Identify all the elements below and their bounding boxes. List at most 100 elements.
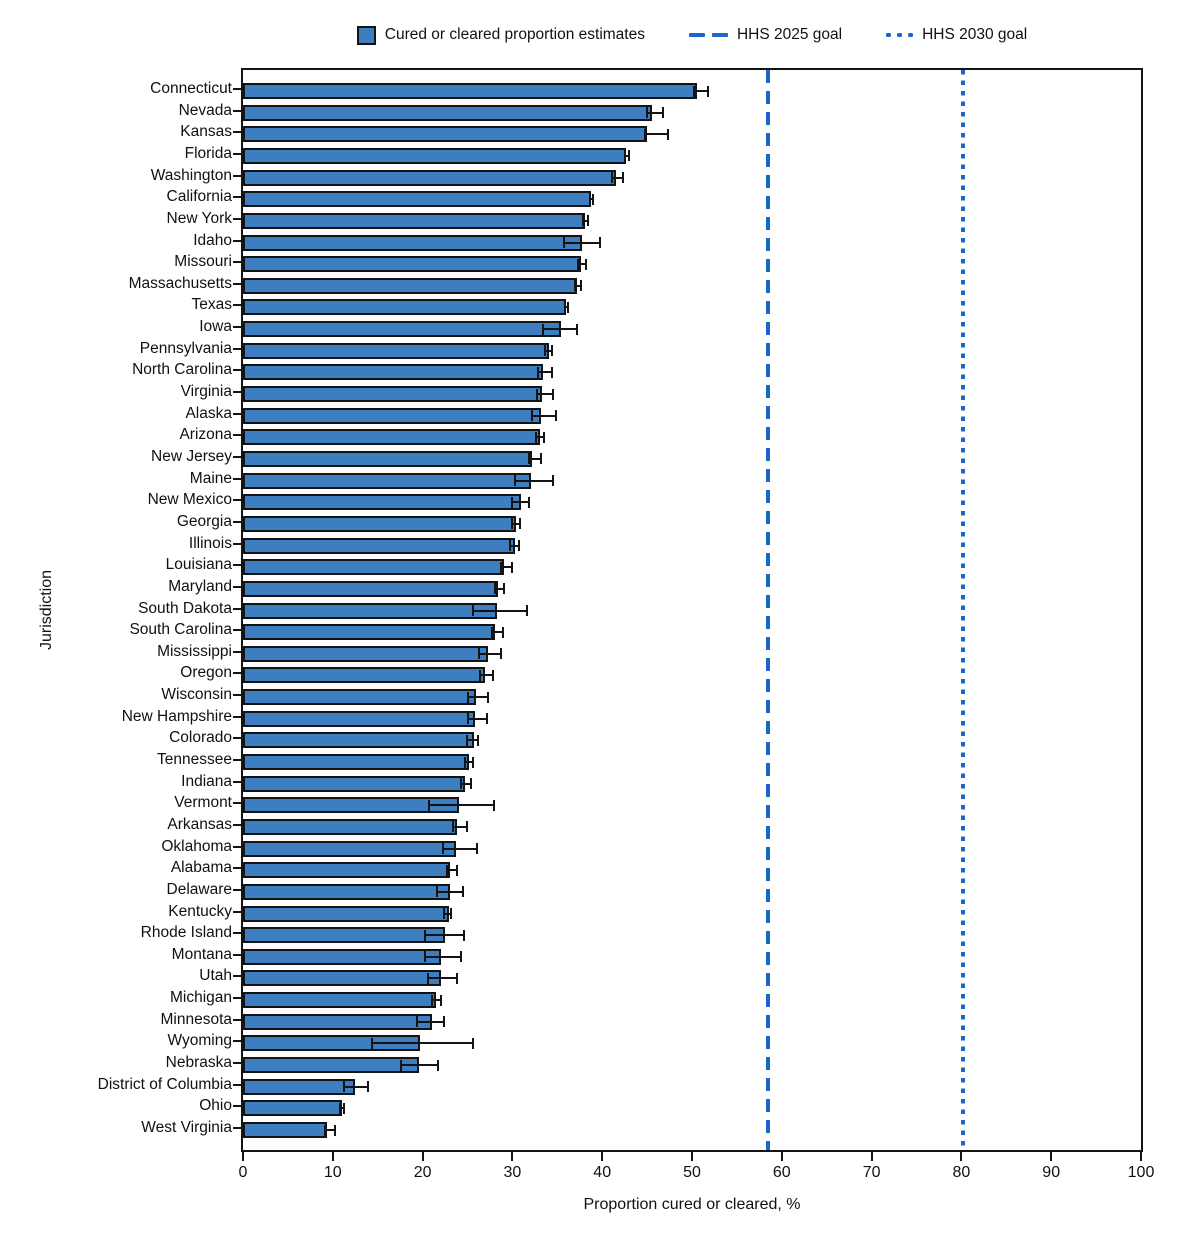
bar bbox=[243, 104, 653, 121]
y-tick-label: Maryland bbox=[168, 577, 232, 595]
error-bar-cap bbox=[585, 258, 588, 270]
error-bar-cap bbox=[494, 583, 497, 595]
error-bar-line bbox=[466, 739, 479, 742]
error-bar-line bbox=[479, 652, 501, 655]
y-tick-label: Tennessee bbox=[157, 751, 232, 769]
error-bar-cap bbox=[588, 193, 591, 205]
error-bar-cap bbox=[574, 280, 577, 292]
x-tick-label: 0 bbox=[238, 1164, 248, 1181]
bar bbox=[243, 472, 532, 489]
error-bar-cap bbox=[611, 172, 614, 184]
error-bar-cap bbox=[599, 237, 602, 249]
x-tick-mark bbox=[780, 1152, 783, 1161]
y-tick-label: Utah bbox=[199, 967, 232, 985]
y-tick-mark bbox=[233, 1105, 241, 1108]
error-bar-line bbox=[324, 1129, 335, 1131]
x-tick-label: 70 bbox=[862, 1164, 881, 1181]
error-bar-line bbox=[511, 522, 520, 525]
bar bbox=[243, 840, 456, 857]
bar bbox=[243, 905, 449, 922]
x-tick-label: 90 bbox=[1042, 1164, 1061, 1181]
y-tick-label: Mississippi bbox=[157, 642, 232, 660]
y-tick-mark bbox=[233, 499, 241, 502]
error-bar-line bbox=[563, 241, 601, 244]
y-tick-mark bbox=[233, 391, 241, 394]
y-tick-mark bbox=[233, 997, 241, 1000]
x-axis-title: Proportion cured or cleared, % bbox=[583, 1196, 801, 1213]
error-bar-cap bbox=[510, 561, 513, 573]
y-tick-mark bbox=[233, 217, 241, 220]
y-tick-mark bbox=[233, 1040, 241, 1043]
error-bar-cap bbox=[338, 1102, 341, 1114]
y-tick-mark bbox=[233, 455, 241, 458]
error-bar-cap bbox=[343, 1081, 346, 1093]
bar bbox=[243, 1122, 327, 1138]
y-tick-label: Ohio bbox=[199, 1097, 232, 1115]
x-tick-mark bbox=[511, 1152, 514, 1161]
error-bar-cap bbox=[443, 1016, 446, 1028]
error-bar-line bbox=[425, 955, 462, 958]
y-tick-label: Rhode Island bbox=[140, 924, 232, 942]
y-tick-label: Wisconsin bbox=[161, 686, 232, 704]
error-bar-cap bbox=[586, 215, 589, 227]
y-tick-label: Washington bbox=[150, 166, 232, 184]
error-bar-cap bbox=[427, 799, 430, 811]
error-bar-cap bbox=[517, 540, 520, 552]
y-tick-label: Arizona bbox=[179, 426, 232, 444]
error-bar-line bbox=[427, 977, 457, 980]
y-tick-label: Georgia bbox=[176, 512, 232, 530]
error-bar-line bbox=[431, 999, 441, 1002]
error-bar-cap bbox=[543, 345, 546, 357]
error-bar-line bbox=[544, 349, 552, 352]
error-bar-cap bbox=[478, 648, 481, 660]
error-bar-line bbox=[645, 133, 668, 136]
bar bbox=[243, 645, 489, 662]
bar bbox=[243, 559, 505, 576]
y-tick-mark bbox=[233, 282, 241, 285]
error-bar-line bbox=[461, 782, 472, 785]
error-bar-cap bbox=[467, 691, 470, 703]
error-bar-line bbox=[536, 393, 553, 396]
y-tick-mark bbox=[233, 585, 241, 588]
error-bar-cap bbox=[646, 107, 649, 119]
error-bar-line bbox=[417, 1020, 445, 1023]
error-bar-cap bbox=[518, 518, 521, 530]
error-bar-cap bbox=[471, 605, 474, 616]
y-tick-mark bbox=[233, 715, 241, 718]
bar bbox=[243, 256, 581, 273]
y-tick-label: Delaware bbox=[166, 880, 232, 898]
x-tick-mark bbox=[1050, 1152, 1053, 1161]
y-tick-mark bbox=[233, 910, 241, 913]
y-tick-label: District of Columbia bbox=[97, 1075, 232, 1093]
bar bbox=[243, 429, 541, 446]
error-bar-cap bbox=[692, 85, 695, 97]
error-bar-line bbox=[538, 371, 552, 374]
bar bbox=[243, 169, 616, 186]
error-bar-cap bbox=[508, 540, 511, 552]
error-bar-cap bbox=[455, 972, 458, 984]
error-bar-line bbox=[428, 804, 495, 807]
error-bar-cap bbox=[531, 410, 534, 422]
bar bbox=[243, 342, 550, 359]
dashed-line-icon bbox=[688, 32, 728, 38]
y-tick-label: Louisiana bbox=[165, 556, 232, 574]
error-bar-cap bbox=[333, 1124, 336, 1136]
legend-series-label: Cured or cleared proportion estimates bbox=[384, 26, 645, 43]
error-bar-cap bbox=[479, 669, 482, 681]
x-axis: 0 10 20 30 40 50 60 70 80 90 100 bbox=[239, 1152, 1154, 1192]
error-bar-cap bbox=[450, 908, 453, 920]
legend-item-2030-goal: HHS 2030 goal bbox=[886, 26, 1027, 44]
row-ticks bbox=[233, 68, 241, 1152]
bar bbox=[243, 883, 450, 900]
error-bar-line bbox=[528, 457, 542, 460]
error-bar-cap bbox=[502, 626, 505, 638]
y-tick-mark bbox=[233, 737, 241, 740]
bar bbox=[243, 1013, 433, 1030]
error-bar-line bbox=[372, 1042, 473, 1045]
error-bar-cap bbox=[537, 366, 540, 378]
error-bar-cap bbox=[439, 994, 442, 1006]
error-bar-line bbox=[464, 761, 473, 764]
error-bar-cap bbox=[707, 85, 710, 97]
x-tick-label: 80 bbox=[952, 1164, 971, 1181]
